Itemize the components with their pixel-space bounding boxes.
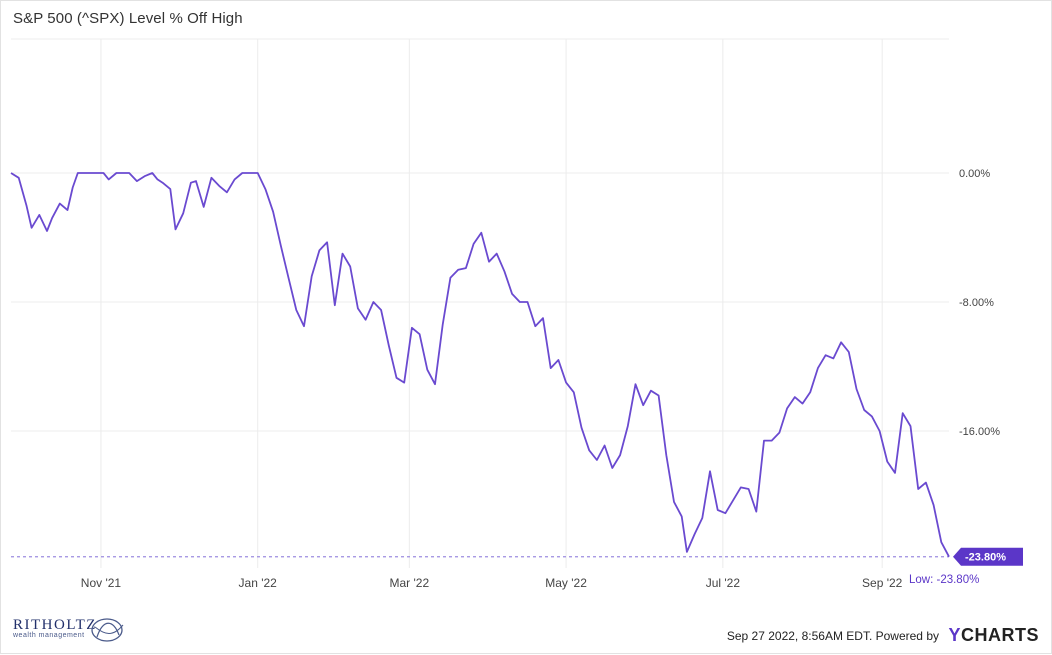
x-tick-label: Sep '22 [862,576,903,590]
end-value-label: -23.80% [965,552,1006,564]
x-tick-label: May '22 [545,576,587,590]
chart-title: S&P 500 (^SPX) Level % Off High [13,10,243,27]
x-tick-label: Mar '22 [390,576,430,590]
ycharts-logo: YCHARTS [948,625,1039,646]
ycharts-y-mark: Y [948,625,961,645]
end-value-flag: -23.80% [953,547,1023,566]
timestamp-note: Sep 27 2022, 8:56AM EDT. Powered by [726,629,939,643]
ritholtz-emblem-icon [91,618,124,642]
ritholtz-logo-name: RITHOLTZ [13,617,97,633]
y-axis-tick-labels: 0.00% -8.00% -16.00% [959,168,1000,438]
x-tick-label: Jul '22 [706,576,741,590]
ritholtz-logo: RITHOLTZ wealth management [13,617,97,639]
y-tick-label: -16.00% [959,426,1000,438]
gridlines [11,38,949,568]
x-tick-label: Nov '21 [81,576,122,590]
ycharts-logo-text: CHARTS [961,625,1039,645]
y-tick-label: -8.00% [959,297,994,309]
series-line-spx-off-high [10,172,950,558]
end-value-flag-shape [953,547,1023,566]
x-axis-tick-labels: Nov '21 Jan '22 Mar '22 May '22 Jul '22 Sep '… [81,576,903,590]
y-tick-label: 0.00% [959,168,990,180]
ritholtz-logo-subtitle: wealth management [13,632,85,639]
x-tick-label: Jan '22 [239,576,278,590]
low-value-label: Low: -23.80% [909,574,979,586]
